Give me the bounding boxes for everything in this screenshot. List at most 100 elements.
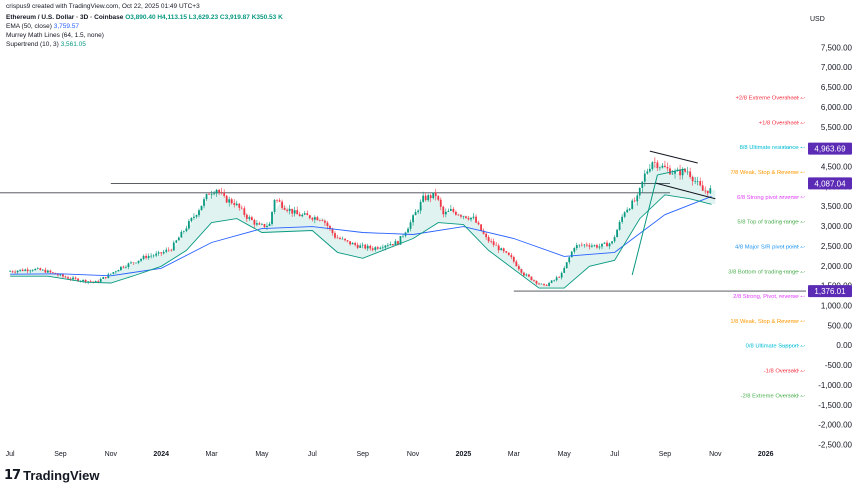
- murrey-line-label: 1/8 Weak, Stop & Reverse --: [730, 319, 804, 325]
- trendline: [654, 182, 716, 200]
- supertrend-band: [652, 163, 659, 207]
- supertrend-band: [142, 256, 149, 273]
- supertrend-band: [639, 178, 647, 219]
- candle-body: [114, 271, 117, 273]
- candle-body: [434, 192, 437, 197]
- candle-body: [137, 260, 140, 263]
- candle-body: [611, 241, 613, 244]
- candle-body: [389, 244, 392, 246]
- candle-body: [575, 245, 578, 249]
- candle-body: [550, 280, 553, 283]
- candle-body: [205, 194, 208, 200]
- candle-body: [157, 252, 160, 254]
- candle-body: [636, 195, 639, 202]
- candle-body: [316, 217, 319, 221]
- candle-body: [109, 273, 112, 275]
- candle-body: [14, 271, 17, 273]
- candle-body: [631, 200, 634, 209]
- candle-body: [475, 216, 477, 223]
- supertrend-band: [350, 242, 357, 257]
- x-tick-label: Nov: [709, 451, 722, 458]
- candle-body: [492, 241, 495, 245]
- y-tick-label: -1,000.00: [818, 381, 852, 390]
- candle-body: [266, 225, 268, 227]
- candle-body: [588, 245, 591, 247]
- candle-body: [167, 249, 170, 251]
- candle-body: [336, 237, 339, 239]
- supertrend-band: [677, 171, 684, 198]
- candle-body: [177, 237, 180, 241]
- candle-body: [24, 269, 27, 271]
- symbol-title: Ethereum / U.S. Dollar · 3D · Coinbase O…: [6, 13, 283, 22]
- candle-body: [651, 162, 654, 169]
- candle-body: [548, 282, 550, 286]
- candle-body: [104, 277, 107, 279]
- candle-body: [59, 274, 62, 276]
- candle-body: [331, 228, 334, 234]
- candle-body: [568, 257, 571, 263]
- candle-body: [701, 185, 704, 191]
- supertrend-band: [154, 254, 162, 269]
- candle-body: [681, 169, 684, 176]
- candle-body: [321, 220, 324, 221]
- candle-body: [250, 217, 253, 220]
- candle-body: [286, 209, 289, 211]
- tradingview-logo[interactable]: 17 TradingView: [4, 468, 99, 483]
- price-tag: [808, 142, 852, 155]
- supertrend-band: [205, 192, 212, 230]
- candle-body: [9, 271, 11, 272]
- candle-body: [341, 238, 344, 240]
- supertrend-band: [683, 170, 691, 199]
- supertrend-band: [274, 201, 281, 233]
- candle-body: [419, 201, 422, 211]
- candle-body: [31, 270, 34, 271]
- candle-body: [480, 224, 482, 231]
- candle-body: [125, 266, 127, 268]
- y-tick-label: 5,500.00: [821, 123, 853, 132]
- supertrend-band: [450, 212, 458, 225]
- currency-label: USD: [810, 16, 825, 23]
- candle-body: [427, 195, 430, 201]
- murrey-line-label: -2/8 Extreme Oversold --: [741, 393, 805, 399]
- candle-body: [278, 200, 281, 202]
- candle-body: [444, 211, 447, 215]
- candle-body: [465, 216, 467, 219]
- candle-body: [356, 244, 359, 248]
- candle-body: [641, 181, 644, 188]
- indicator-ema[interactable]: EMA (50, close) 3,759.57: [6, 22, 79, 31]
- indicator-murrey[interactable]: Murrey Math Lines (64, 1.5, none): [6, 31, 104, 40]
- candle-body: [394, 241, 397, 245]
- candle-body: [659, 167, 661, 169]
- tradingview-logo-text: TradingView: [23, 468, 100, 483]
- candle-body: [709, 188, 712, 194]
- candle-body: [84, 279, 87, 283]
- supertrend-band: [324, 218, 332, 247]
- candle-body: [386, 245, 389, 246]
- y-tick-label: 500.00: [828, 321, 853, 330]
- candle-body: [507, 252, 510, 256]
- murrey-line-label: 0/8 Ultimate Support --: [746, 344, 804, 350]
- candle-body: [62, 274, 64, 277]
- candle-body: [613, 237, 616, 242]
- candle-body: [500, 248, 503, 251]
- candle-body: [407, 228, 409, 233]
- candle-body: [188, 221, 190, 229]
- supertrend-band: [627, 204, 634, 240]
- candle-body: [308, 215, 311, 219]
- candle-body: [21, 269, 24, 271]
- indicator-supertrend[interactable]: Supertrend (10, 3) 3,561.05: [6, 40, 86, 49]
- x-tick-label: Mar: [206, 451, 219, 458]
- x-tick-label: May: [558, 451, 572, 458]
- candle-body: [470, 217, 472, 220]
- candle-body: [694, 181, 697, 182]
- candles: [9, 157, 712, 287]
- candle-body: [392, 244, 394, 245]
- candle-body: [140, 258, 142, 261]
- murrey-line-label: 5/8 Top of trading range --: [737, 220, 804, 226]
- candle-body: [99, 278, 102, 282]
- price-tag: [808, 177, 852, 190]
- y-tick-label: 7,000.00: [821, 63, 853, 72]
- candle-body: [535, 280, 538, 284]
- indicator-ema-value: 3,759.57: [53, 23, 80, 30]
